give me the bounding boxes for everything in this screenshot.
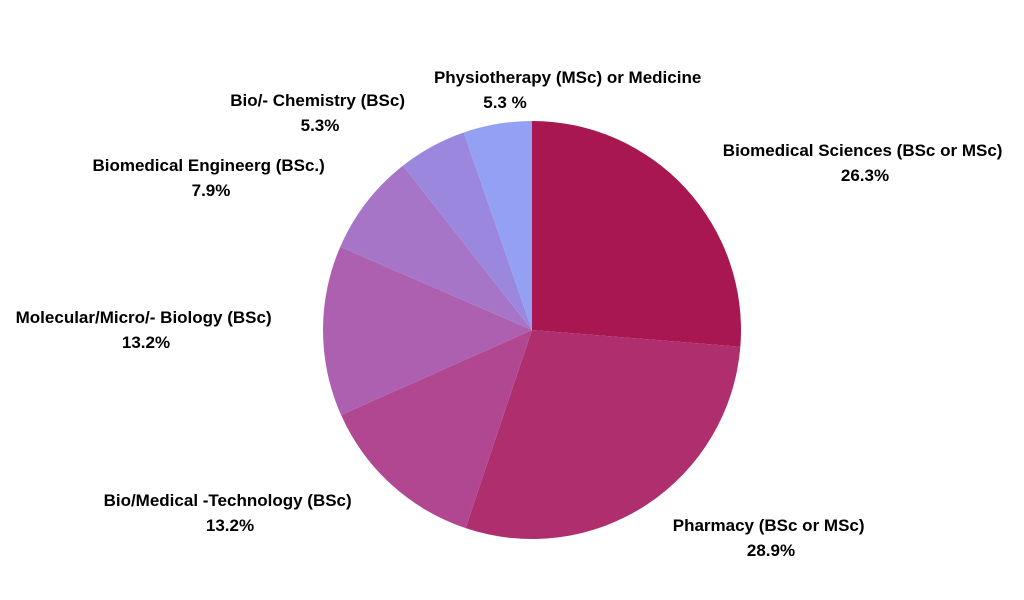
slice-name-bio-medical-technology: Bio/Medical -Technology (BSc) [104,491,352,510]
slice-value-bio-medical-technology: 13.2% [206,516,254,535]
pie-slices [323,121,741,539]
slice-label-physiotherapy-medicine: Physiotherapy (MSc) or Medicine 5.3 % [434,68,706,112]
slice-value-biomedical-sciences: 26.3% [841,166,889,185]
slice-value-molecular-biology: 13.2% [122,333,170,352]
slice-label-biomedical-engineering: Biomedical Engineerg (BSc.) 7.9% [92,156,329,200]
pie-slice-0 [532,121,741,347]
slice-value-bio-chemistry: 5.3% [301,116,340,135]
slice-name-biomedical-sciences: Biomedical Sciences (BSc or MSc) [723,141,1003,160]
slice-name-molecular-biology: Molecular/Micro/- Biology (BSc) [16,308,272,327]
slice-name-bio-chemistry: Bio/- Chemistry (BSc) [230,91,405,110]
pie-slice-6 [463,121,532,330]
pie-slice-2 [341,330,532,529]
pie-slice-1 [465,330,741,539]
slice-name-physiotherapy-medicine: Physiotherapy (MSc) or Medicine [434,68,701,87]
slice-value-biomedical-engineering: 7.9% [192,181,231,200]
slice-name-pharmacy: Pharmacy (BSc or MSc) [673,516,865,535]
pie-slice-4 [340,165,532,330]
pie-labels: Biomedical Sciences (BSc or MSc) 26.3% P… [16,68,1007,560]
slice-label-molecular-biology: Molecular/Micro/- Biology (BSc) 13.2% [16,308,277,352]
slice-label-bio-medical-technology: Bio/Medical -Technology (BSc) 13.2% [104,491,357,535]
slice-label-biomedical-sciences: Biomedical Sciences (BSc or MSc) 26.3% [723,141,1007,185]
slice-name-biomedical-engineering: Biomedical Engineerg (BSc.) [92,156,324,175]
slice-label-bio-chemistry: Bio/- Chemistry (BSc) 5.3% [230,91,409,135]
slice-value-physiotherapy-medicine: 5.3 % [483,93,526,112]
slice-label-pharmacy: Pharmacy (BSc or MSc) 28.9% [673,516,870,560]
pie-slice-5 [402,132,532,330]
pie-slice-3 [323,246,532,416]
slice-value-pharmacy: 28.9% [747,541,795,560]
